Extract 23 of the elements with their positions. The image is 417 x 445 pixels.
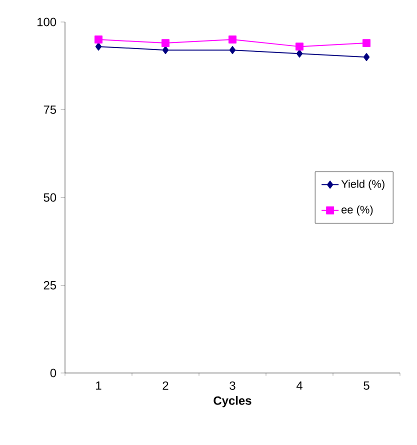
y-tick-label: 75 <box>44 106 56 114</box>
x-tick-label: 1 <box>96 381 102 390</box>
legend-label: ee (%) <box>342 205 373 216</box>
x-tick-label: 3 <box>230 381 236 390</box>
y-tick-label: 0 <box>50 368 56 378</box>
point <box>162 39 170 48</box>
point <box>296 50 303 58</box>
point <box>162 46 169 54</box>
y-tick-label: 25 <box>44 281 56 290</box>
point <box>229 46 236 54</box>
point <box>296 42 304 51</box>
y-tick-label: 50 <box>44 193 56 202</box>
x-tick-label: 5 <box>364 381 370 390</box>
x-tick-label: 2 <box>162 381 168 390</box>
point <box>228 36 236 44</box>
point <box>363 53 370 62</box>
point <box>362 39 370 48</box>
x-axis-title: Cycles <box>214 396 252 408</box>
x-tick-label: 4 <box>296 381 302 390</box>
point <box>94 36 102 44</box>
point <box>95 42 102 51</box>
y-tick-label: 100 <box>38 18 56 26</box>
legend-label: Yield (%) <box>341 180 384 190</box>
